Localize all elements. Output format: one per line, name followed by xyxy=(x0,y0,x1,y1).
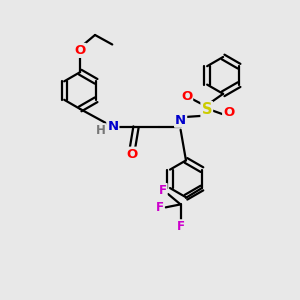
Text: O: O xyxy=(223,106,234,119)
Text: N: N xyxy=(175,114,186,127)
Text: N: N xyxy=(107,120,118,133)
Text: F: F xyxy=(156,201,164,214)
Text: O: O xyxy=(127,148,138,161)
Text: S: S xyxy=(202,102,212,117)
Text: F: F xyxy=(176,220,184,233)
Text: F: F xyxy=(159,184,167,197)
Text: O: O xyxy=(181,90,192,103)
Text: O: O xyxy=(74,44,86,57)
Text: H: H xyxy=(95,124,105,137)
